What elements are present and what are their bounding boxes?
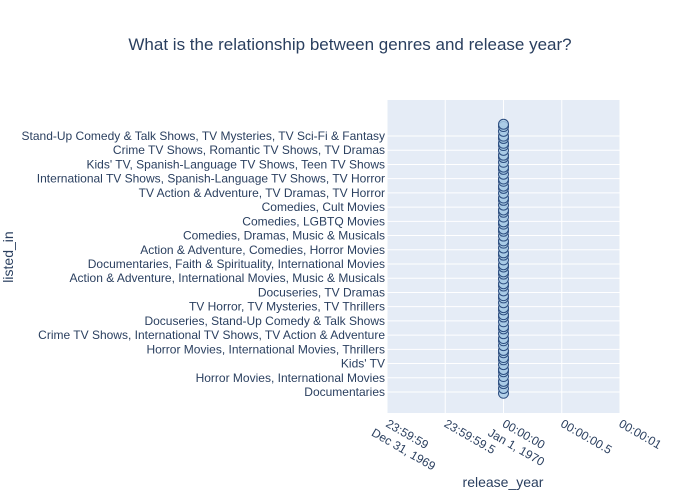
y-tick-label: Stand-Up Comedy & Talk Shows, TV Mysteri… [22,129,385,143]
y-tick-label: Documentaries, Faith & Spirituality, Int… [88,257,385,271]
y-tick-label: Comedies, Dramas, Music & Musicals [183,229,385,243]
x-tick-label-time: 00:00:01 [617,416,665,452]
y-tick-label: Action & Adventure, Comedies, Horror Mov… [140,243,385,257]
chart-title: What is the relationship between genres … [128,35,571,54]
y-tick-label: Docuseries, Stand-Up Comedy & Talk Shows [144,314,385,328]
y-tick-label: Documentaries [304,385,385,399]
y-tick-label: Docuseries, TV Dramas [258,285,385,299]
x-axis-title: release_year [463,474,544,490]
y-tick-label: Action & Adventure, International Movies… [70,271,385,285]
y-tick-label: Horror Movies, International Movies, Thr… [146,342,385,356]
y-tick-label: Horror Movies, International Movies [196,371,385,385]
y-tick-label: Crime TV Shows, Romantic TV Shows, TV Dr… [113,143,385,157]
y-tick-label: Crime TV Shows, International TV Shows, … [38,328,385,342]
y-tick-label: Comedies, Cult Movies [262,200,385,214]
y-tick-label: Kids' TV, Spanish-Language TV Shows, Tee… [87,157,385,171]
x-tick-label: 00:00:01 [617,416,665,452]
data-point [498,118,509,130]
data-points [498,118,509,399]
y-tick-label: International TV Shows, Spanish-Language… [37,172,385,186]
y-axis-title: listed_in [0,231,16,282]
y-tick-label: TV Horror, TV Mysteries, TV Thrillers [189,300,385,314]
y-tick-label: Comedies, LGBTQ Movies [242,214,385,228]
x-tick-label: 00:00:00.5 [558,416,614,457]
y-tick-label: TV Action & Adventure, TV Dramas, TV Hor… [139,186,385,200]
y-tick-label: Kids' TV [341,357,385,371]
x-tick-label-time: 00:00:00.5 [558,416,614,457]
